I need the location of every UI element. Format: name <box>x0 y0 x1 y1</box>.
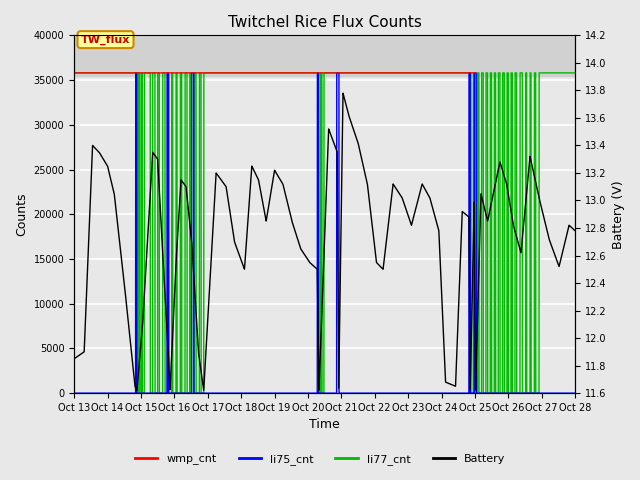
X-axis label: Time: Time <box>309 419 340 432</box>
Text: TW_flux: TW_flux <box>81 35 130 45</box>
Y-axis label: Counts: Counts <box>15 192 28 236</box>
Y-axis label: Battery (V): Battery (V) <box>612 180 625 249</box>
Title: Twitchel Rice Flux Counts: Twitchel Rice Flux Counts <box>228 15 422 30</box>
Legend: wmp_cnt, li75_cnt, li77_cnt, Battery: wmp_cnt, li75_cnt, li77_cnt, Battery <box>131 450 509 469</box>
Bar <box>74 36 575 75</box>
